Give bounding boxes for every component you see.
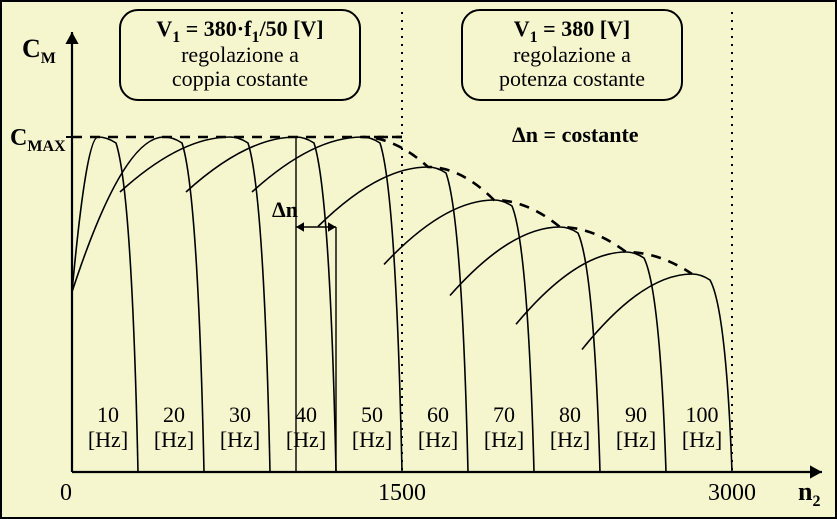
- svg-text:100: 100: [686, 402, 719, 427]
- svg-text:10: 10: [97, 402, 119, 427]
- svg-text:regolazione a: regolazione a: [181, 42, 299, 67]
- svg-text:[Hz]: [Hz]: [418, 427, 458, 452]
- svg-text:30: 30: [229, 402, 251, 427]
- svg-text:Δn: Δn: [272, 197, 298, 222]
- svg-text:3000: 3000: [708, 480, 756, 506]
- svg-text:Δn = costante: Δn = costante: [512, 122, 639, 147]
- svg-text:50: 50: [361, 402, 383, 427]
- chart-svg: ΔnΔn = costante10[Hz]20[Hz]30[Hz]40[Hz]5…: [2, 2, 835, 517]
- svg-text:[Hz]: [Hz]: [88, 427, 128, 452]
- svg-text:[Hz]: [Hz]: [154, 427, 194, 452]
- svg-text:coppia costante: coppia costante: [172, 66, 308, 91]
- svg-text:20: 20: [163, 402, 185, 427]
- svg-text:[Hz]: [Hz]: [352, 427, 392, 452]
- svg-text:[Hz]: [Hz]: [220, 427, 260, 452]
- svg-text:80: 80: [559, 402, 581, 427]
- svg-text:0: 0: [60, 480, 72, 506]
- svg-text:[Hz]: [Hz]: [286, 427, 326, 452]
- svg-text:[Hz]: [Hz]: [616, 427, 656, 452]
- svg-text:[Hz]: [Hz]: [484, 427, 524, 452]
- svg-text:1500: 1500: [378, 480, 426, 506]
- svg-text:regolazione a: regolazione a: [513, 42, 631, 67]
- svg-text:[Hz]: [Hz]: [682, 427, 722, 452]
- motor-torque-speed-chart: ΔnΔn = costante10[Hz]20[Hz]30[Hz]40[Hz]5…: [0, 0, 837, 519]
- svg-text:potenza costante: potenza costante: [499, 66, 645, 91]
- svg-text:70: 70: [493, 402, 515, 427]
- svg-text:90: 90: [625, 402, 647, 427]
- svg-text:[Hz]: [Hz]: [550, 427, 590, 452]
- svg-text:60: 60: [427, 402, 449, 427]
- svg-text:40: 40: [295, 402, 317, 427]
